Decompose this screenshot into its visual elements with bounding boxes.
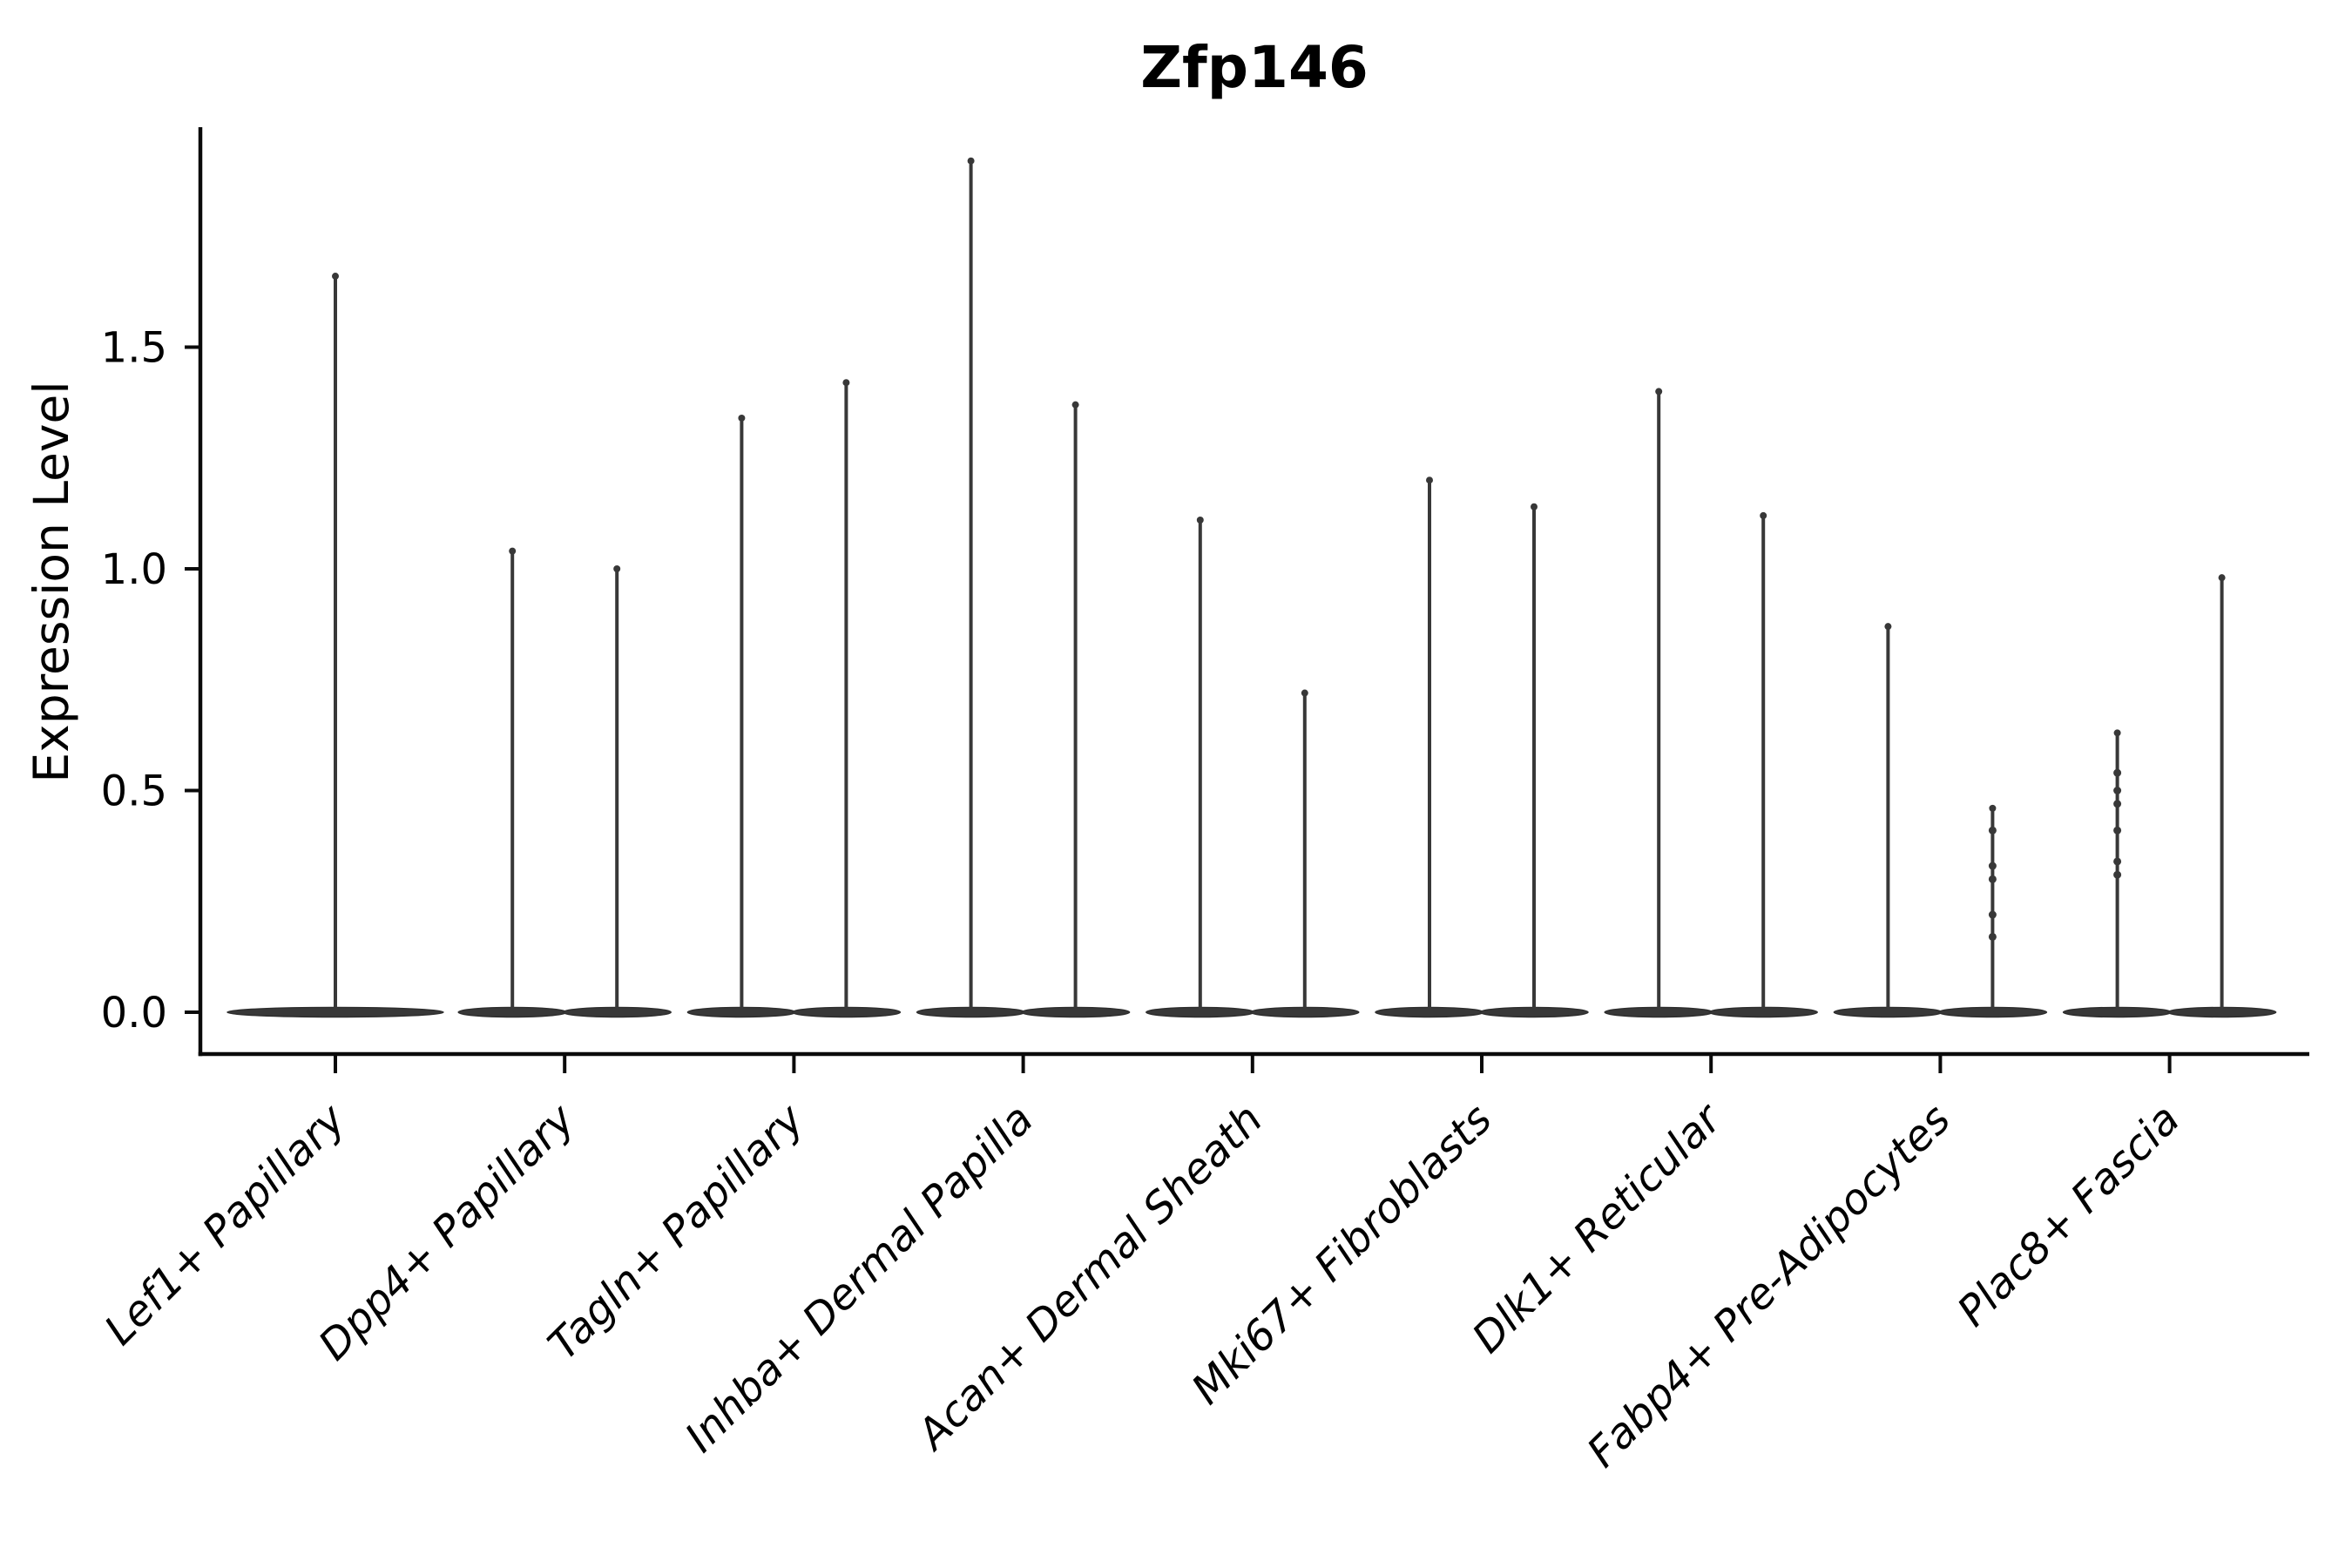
violin [1375,476,1484,1018]
cell-dot [1884,623,1892,631]
cell-dot [2113,787,2122,794]
y-tick-label: 1.0 [101,545,167,594]
cell-dot [1988,875,1997,883]
violin [1937,804,2048,1018]
cell-dot [1988,910,1997,919]
violins-layer [226,157,2277,1018]
cell-dot [613,565,621,572]
violin [916,157,1026,1018]
cell-dot [2113,800,2122,808]
violin [1833,623,1943,1018]
cell-dot [1760,511,1767,519]
violin [1250,689,1360,1018]
y-tick-label: 0.0 [101,989,167,1037]
chart-title: Zfp146 [1140,34,1369,101]
cell-dot [1301,689,1308,697]
violin [1479,503,1589,1018]
x-tick-label: Dlk1+ Reticular [1463,1093,1733,1363]
violin [457,547,567,1018]
y-tick-label: 0.5 [101,767,167,816]
cell-dot [1988,932,1997,941]
cell-dot [1071,401,1079,409]
cell-dot [2113,857,2122,866]
cell-dot [1988,862,1997,870]
cell-dot [1196,517,1204,524]
violin [791,379,902,1018]
violin [1604,388,1713,1018]
cell-dot [738,414,746,422]
cell-dot [2113,729,2121,737]
cell-dot [509,547,517,555]
cell-dot [2113,768,2122,777]
violin [1020,401,1131,1018]
violin [1708,511,1818,1018]
x-tick-label: Fabp4+ Pre-Adipocytes [1578,1095,1960,1477]
cell-dot [1989,804,1997,812]
cell-dot [2218,574,2226,582]
cell-dot [332,273,339,280]
violin [562,565,672,1018]
x-tick-label: Dpp4+ Papillary [309,1094,585,1369]
x-tick-label: Lef1+ Papillary [95,1094,355,1355]
violin [2062,729,2173,1018]
cell-dot [1426,476,1433,484]
y-tick-label: 1.5 [101,324,167,373]
violin [226,273,444,1018]
violin [686,414,797,1018]
x-tick-label: Plac8+ Fascia [1948,1095,2189,1336]
violin [1146,517,1255,1018]
cell-dot [967,157,975,165]
cell-dot [2113,870,2122,879]
cell-dot [1988,826,1997,835]
y-axis-label: Expression Level [24,381,79,782]
cell-dot [1655,388,1663,395]
x-tick-label: Tagln+ Papillary [539,1094,814,1369]
cell-dot [842,379,850,387]
violin [2166,574,2277,1018]
cell-dot [1531,503,1538,510]
cell-dot [2113,826,2122,835]
